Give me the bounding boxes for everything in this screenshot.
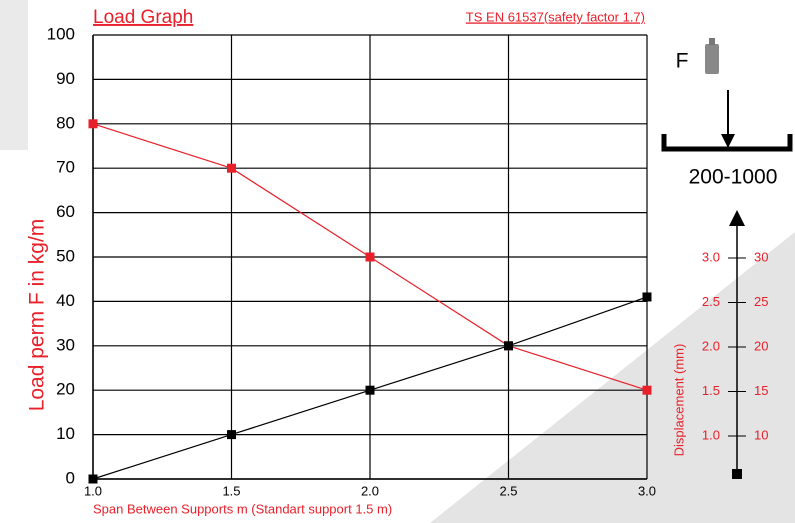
x-tick-label: 1.0 (84, 483, 102, 498)
data-point (88, 119, 98, 129)
scale-left-label: 1.5 (702, 383, 720, 398)
weight-icon-top (709, 38, 715, 45)
data-point (642, 292, 652, 302)
y-tick-label: 50 (56, 246, 75, 265)
y-axis-label: Load perm F in kg/m (26, 219, 49, 412)
x-tick-label: 2.0 (361, 483, 379, 498)
background-image (0, 0, 28, 150)
scale-left-label: 2.5 (702, 294, 720, 309)
scale-left-label: 2.0 (702, 338, 720, 353)
data-point (365, 385, 375, 395)
y-tick-label: 20 (56, 380, 75, 399)
force-arrowhead (721, 134, 735, 148)
scale-arrowhead (729, 210, 745, 226)
y-tick-label: 10 (56, 424, 75, 443)
y-tick-label: 90 (56, 69, 75, 88)
scale-left-label: 1.0 (702, 427, 720, 442)
range-label: 200-1000 (689, 166, 778, 189)
y-tick-label: 60 (56, 202, 75, 221)
y-tick-label: 30 (56, 335, 75, 354)
data-point (365, 252, 375, 262)
scale-right-label: 30 (754, 249, 768, 264)
data-point (504, 341, 513, 351)
standard-note: TS EN 61537(safety factor 1.7) (466, 9, 645, 24)
displacement-label: Displacement (mm) (671, 344, 686, 457)
y-tick-label: 80 (56, 113, 75, 132)
weight-icon (705, 44, 719, 74)
channel-profile (661, 134, 793, 152)
x-tick-label: 1.5 (222, 483, 240, 498)
scale-left-label: 3.0 (702, 249, 720, 264)
y-tick-label: 40 (56, 291, 75, 310)
data-point (642, 385, 652, 395)
scale-right-label: 10 (754, 427, 768, 442)
y-tick-label: 100 (47, 24, 75, 43)
data-point (227, 430, 236, 440)
scale-end (732, 469, 742, 479)
scale-right-label: 15 (754, 383, 768, 398)
x-tick-label: 3.0 (638, 483, 656, 498)
background-shape (430, 232, 795, 523)
force-label: F (676, 50, 689, 73)
chart-title: Load Graph (93, 7, 193, 28)
scale-right-label: 20 (754, 338, 768, 353)
x-tick-label: 2.5 (499, 483, 517, 498)
y-tick-label: 70 (56, 158, 75, 177)
scale-right-label: 25 (754, 294, 768, 309)
data-point (227, 163, 236, 173)
data-point (88, 474, 98, 484)
x-axis-label: Span Between Supports m (Standart suppor… (93, 501, 392, 516)
y-tick-label: 0 (66, 468, 75, 487)
